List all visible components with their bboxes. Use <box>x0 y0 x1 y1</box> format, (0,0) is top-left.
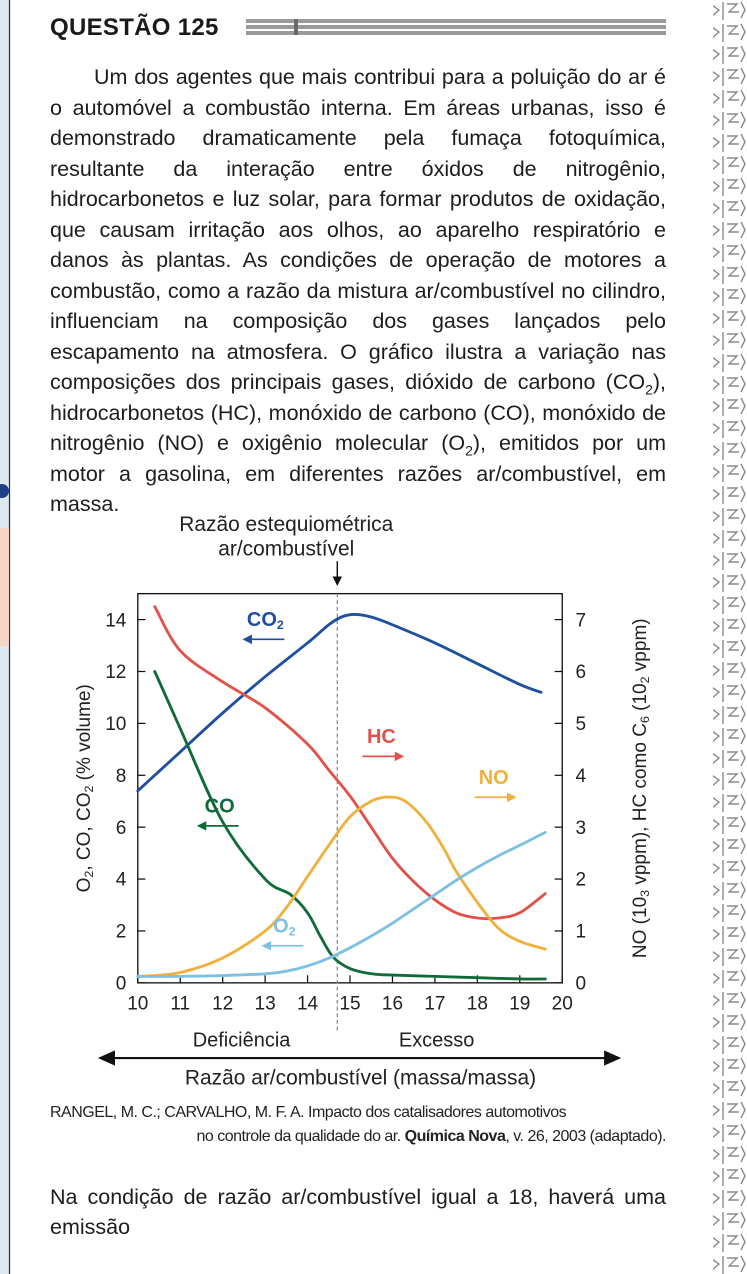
question-statement: Um dos agentes que mais contribui para a… <box>50 62 666 520</box>
y-right-tick-label: 3 <box>576 818 587 839</box>
y-left-axis-label-part: 2 <box>82 871 96 878</box>
x-region-left-label: Deficiência <box>193 1030 292 1052</box>
y-left-tick-label: 2 <box>116 922 127 943</box>
y-right-tick-label: 4 <box>576 766 587 787</box>
x-tick-label: 10 <box>127 994 148 1015</box>
y-right-axis-label-part: NO (10 <box>630 897 651 958</box>
statement-sub-2: 2 <box>465 442 473 459</box>
source-journal: Química Nova <box>404 1128 506 1145</box>
series-label-4-part: O <box>273 915 289 937</box>
x-tick-label: 15 <box>339 994 360 1015</box>
series-label-1-part: HC <box>367 726 396 748</box>
series-arrow-head-4 <box>261 940 272 951</box>
y-left-axis-label: O2, CO, CO2 (% volume) <box>74 684 96 892</box>
y-right-axis-label-part: 3 <box>638 890 652 897</box>
y-right-axis-label-part: vppm) <box>630 618 651 676</box>
series-label-3: NO <box>479 767 509 789</box>
y-left-tick-label: 14 <box>105 610 127 631</box>
y-left-tick-label: 6 <box>116 818 127 839</box>
y-left-axis-label-part: O <box>74 878 95 893</box>
y-left-tick-label: 0 <box>116 974 127 995</box>
series-arrow-head-3 <box>507 792 517 803</box>
y-left-axis-label-part: 2 <box>82 785 96 792</box>
emissions-chart: Razão estequiométrica ar/combustível 0 2 4 6 8… <box>60 508 680 1098</box>
series-label-2: CO <box>205 796 235 818</box>
x-tick-label: 18 <box>467 994 488 1015</box>
x-tick-label: 19 <box>509 994 530 1015</box>
y-right-tick-label: 0 <box>576 974 587 995</box>
x-axis-arrow-left-head <box>97 1050 115 1066</box>
y-right-tick-label: 1 <box>576 922 587 943</box>
stoich-annotation-line2: ar/combustível <box>218 538 354 561</box>
series-arrow-head-0 <box>242 634 252 645</box>
page-right-edge-decoration <box>713 0 747 1274</box>
y-left-axis-label-part: (% volume) <box>74 684 95 785</box>
series-label-0: CO2 <box>247 609 284 632</box>
y-left-tick-label: 12 <box>105 662 126 683</box>
y-right-axis-label-part: (10 <box>630 683 651 716</box>
question-title-rule <box>246 19 666 35</box>
statement-text-1: Um dos agentes que mais contribui para a… <box>50 65 666 394</box>
question-header: QUESTÃO 125 <box>50 14 670 44</box>
question-prompt: Na condição de razão ar/combustível igua… <box>50 1185 666 1239</box>
series-line-2 <box>153 670 547 981</box>
y-right-axis-label: NO (103 vppm), HC como C6 (102 vppm) <box>630 618 652 958</box>
y-right-tick-label: 2 <box>576 870 587 891</box>
series-label-1: HC <box>367 726 396 748</box>
x-region-right-label: Excesso <box>399 1030 474 1052</box>
x-tick-label: 14 <box>297 994 319 1015</box>
y-right-tick-label: 7 <box>576 610 587 631</box>
x-tick-label: 12 <box>212 994 233 1015</box>
series-line-3 <box>136 795 547 979</box>
x-axis-arrow-right-head <box>604 1050 622 1066</box>
series-label-3-part: NO <box>479 767 509 789</box>
series-label-2-part: CO <box>205 796 235 818</box>
y-right-axis-label-part: vppm), HC como C <box>630 723 651 890</box>
series-line-1 <box>153 605 547 921</box>
series-arrow-head-1 <box>394 751 405 762</box>
y-right-axis-label-part: 2 <box>638 676 652 683</box>
source-line-1: RANGEL, M. C.; CARVALHO, M. F. A. Impact… <box>50 1104 567 1121</box>
series-line-4 <box>136 830 547 978</box>
statement-sub-1: 2 <box>645 381 653 398</box>
y-right-tick-label: 6 <box>576 662 587 683</box>
question-title: QUESTÃO 125 <box>50 14 219 41</box>
source-citation: RANGEL, M. C.; CARVALHO, M. F. A. Impact… <box>50 1101 666 1149</box>
series-label-4: O2 <box>273 915 296 938</box>
series-label-0-part: CO <box>247 609 277 631</box>
x-tick-label: 17 <box>424 994 445 1015</box>
x-tick-label: 11 <box>170 994 190 1015</box>
series-label-0-part: 2 <box>277 618 284 632</box>
stoich-annotation-line1: Razão estequiométrica <box>179 513 393 536</box>
source-line-2-pre: no controle da qualidade do ar. <box>196 1128 405 1145</box>
y-left-tick-label: 8 <box>116 766 127 787</box>
series-arrow-head-2 <box>196 821 207 831</box>
x-axis-label: Razão ar/combustível (massa/massa) <box>185 1067 536 1090</box>
source-line-2-post: , v. 26, 2003 (adaptado). <box>505 1128 666 1145</box>
x-tick-label: 13 <box>255 994 276 1015</box>
stoich-arrow-head <box>332 576 343 587</box>
series-line-0 <box>136 612 543 793</box>
y-left-axis-label-part: , CO, CO <box>74 792 95 870</box>
y-right-tick-label: 5 <box>576 714 587 735</box>
statement-text-2: ), hidrocarbonetos (HC), monóxido de car… <box>50 370 666 455</box>
y-left-tick-label: 4 <box>116 870 127 891</box>
y-right-axis-label-part: 6 <box>638 716 652 723</box>
series-label-4-part: 2 <box>289 924 296 938</box>
plot-frame <box>137 592 563 984</box>
x-tick-label: 20 <box>552 994 573 1015</box>
y-left-tick-label: 10 <box>105 714 126 735</box>
x-tick-label: 16 <box>382 994 403 1015</box>
statement-text-3: ), emitidos por um motor a gasolina, em … <box>50 431 667 516</box>
page-left-edge <box>0 0 11 1274</box>
